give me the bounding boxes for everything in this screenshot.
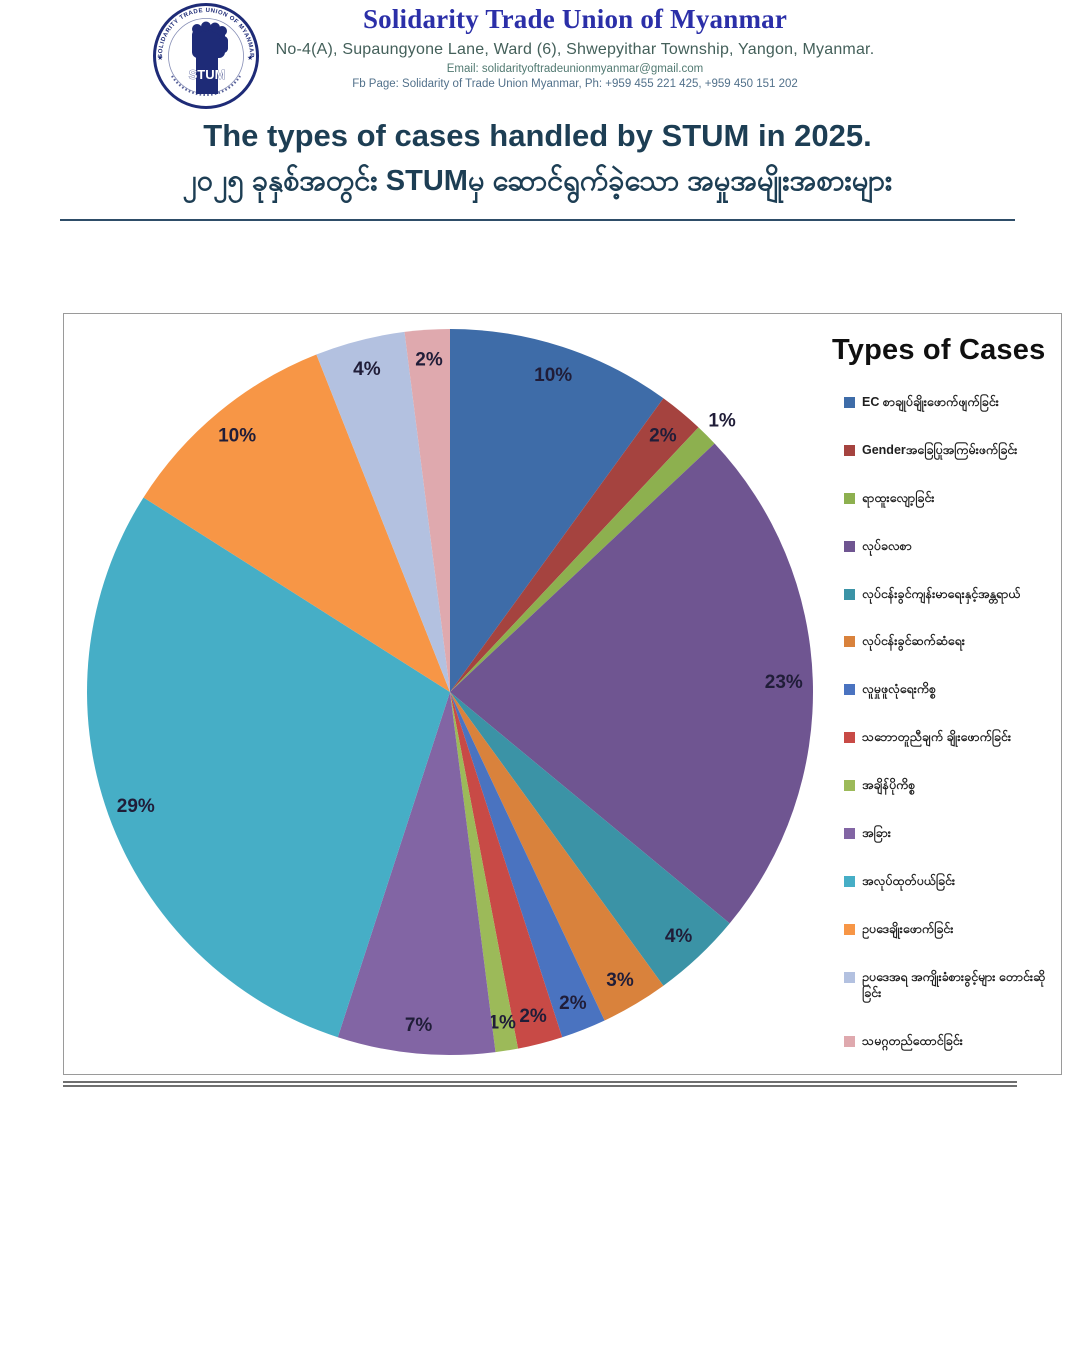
chart-box: 10% 2% 1% 23% 4% 3% 2% 2% 1% 7% 29% 10% 4% 2% Types o… xyxy=(63,313,1062,1075)
legend-item: သမဂ္ဂတည်ထောင်ခြင်း xyxy=(844,1033,1052,1050)
pie-data-label: 2% xyxy=(415,349,443,370)
legend-swatch xyxy=(844,397,855,408)
pie-data-label: 4% xyxy=(353,359,381,380)
pie-data-label: 2% xyxy=(559,993,587,1014)
legend-label: ဥပဒေချိုးဖောက်ခြင်း xyxy=(862,921,954,936)
legend-item: ဥပဒေချိုးဖောက်ခြင်း xyxy=(844,921,1052,938)
fist-icon xyxy=(192,21,228,94)
legend-label: အလုပ်ထုတ်ပယ်ခြင်း xyxy=(862,873,956,888)
legend-label: Genderအခြေပြုအကြမ်းဖက်ခြင်း xyxy=(862,442,1018,457)
legend-label: လုပ်ငန်းခွင်ဆက်ဆံရေး xyxy=(862,634,965,649)
legend-item: အလုပ်ထုတ်ပယ်ခြင်း xyxy=(844,873,1052,890)
pie-data-label: 10% xyxy=(534,365,572,386)
pie-slice xyxy=(450,692,664,1021)
legend-item: ရာထူးလျော့ခြင်း xyxy=(844,490,1052,507)
pie-slice xyxy=(450,692,605,1038)
pie-chart: 10%2%1%23%4%3%2%2%1%7%29%10%4% 2% xyxy=(87,329,814,1055)
pie-data-label: 10% xyxy=(218,425,256,446)
legend-label: ဥပဒေအရ အကျိုးခံစားခွင့်များ တောင်းဆိုခြင… xyxy=(862,969,1046,1001)
legend-label: EC စာချုပ်ချိုးဖောက်ဖျက်ခြင်း xyxy=(862,395,999,409)
pie-data-label: 7% xyxy=(405,1015,433,1036)
legend-item: Genderအခြေပြုအကြမ်းဖက်ခြင်း xyxy=(844,442,1052,459)
pie-slice xyxy=(337,692,496,1055)
stum-logo: SOLIDARITY TRADE UNION OF MYANMAR ★ ★ ST… xyxy=(153,3,259,109)
pie-data-label: 2% xyxy=(519,1006,547,1027)
legend-item: အခြား xyxy=(844,825,1052,842)
pie-slice xyxy=(450,427,715,692)
pie-data-label: 1% xyxy=(488,1012,516,1033)
legend-label: အခြား xyxy=(862,825,891,840)
legend-label: လုပ်ခလစာ xyxy=(862,538,912,553)
legend: EC စာချုပ်ချိုးဖောက်ဖျက်ခြင်း Genderအခြေပ… xyxy=(844,394,1052,1050)
legend-swatch xyxy=(844,971,855,983)
legend-swatch xyxy=(844,492,855,504)
legend-swatch xyxy=(844,732,855,744)
legend-item: သဘောတူညီချက် ချိုးဖောက်ခြင်း xyxy=(844,729,1052,746)
legend-swatch xyxy=(844,588,855,600)
legend-item: လုပ်ခလစာ xyxy=(844,538,1052,555)
title-block: The types of cases handled by STUM in 20… xyxy=(60,118,1015,221)
pie-data-label: 1% xyxy=(708,411,736,432)
pie-slice xyxy=(450,398,699,692)
org-email: Email: solidarityoftradeunionmyanmar@gma… xyxy=(446,63,704,76)
legend-swatch xyxy=(844,684,855,696)
pie-slice xyxy=(450,329,664,692)
legend-label: အချိန်ပိုကိစ္စ xyxy=(862,778,916,792)
logo-acronym: STUM xyxy=(189,67,226,82)
pie-slice xyxy=(450,692,563,1049)
legend-swatch xyxy=(844,875,855,887)
page-title-english: The types of cases handled by STUM in 20… xyxy=(203,118,872,153)
page-title-burmese: ၂၀၂၅ ခုနှစ်အတွင်း STUMမှ ဆောင်ရွက်ခဲ့သော… xyxy=(182,165,893,197)
legend-item: EC စာချုပ်ချိုးဖောက်ဖျက်ခြင်း xyxy=(844,394,1052,411)
legend-item: လုပ်ငန်းခွင်ဆက်ဆံရေး xyxy=(844,633,1052,650)
pie-slice xyxy=(87,497,451,1038)
logo-star-right-icon: ★ xyxy=(247,54,253,62)
legend-item: လူမှုဖူလုံရေးကိစ္စ xyxy=(844,681,1052,698)
bottom-double-rule xyxy=(63,1081,1017,1087)
legend-label: လုပ်ငန်းခွင်ကျန်းမာရေးနှင့်အန္တရာယ် xyxy=(862,586,1021,601)
legend-label: သဘောတူညီချက် ချိုးဖောက်ခြင်း xyxy=(862,730,1012,745)
legend-swatch xyxy=(844,636,855,648)
logo-star-left-icon: ★ xyxy=(157,54,163,62)
legend-swatch xyxy=(844,540,855,552)
org-name: Solidarity Trade Union of Myanmar xyxy=(362,4,788,34)
pie-data-label: 2% xyxy=(649,425,677,446)
pie-slice xyxy=(450,692,518,1053)
legend-item: ဥပဒေအရ အကျိုးခံစားခွင့်များ တောင်းဆိုခြင… xyxy=(844,969,1052,1003)
pie-data-label: 3% xyxy=(606,970,634,991)
legend-title: Types of Cases xyxy=(832,334,1046,366)
org-fb-page: Fb Page: Solidarity of Trade Union Myanm… xyxy=(352,78,798,91)
pie-data-label: 4% xyxy=(665,926,693,947)
legend-label: သမဂ္ဂတည်ထောင်ခြင်း xyxy=(862,1034,963,1049)
legend-swatch xyxy=(844,827,855,839)
legend-swatch xyxy=(844,780,855,791)
legend-item: အချိန်ပိုကိစ္စ xyxy=(844,777,1052,794)
pie-data-label: 23% xyxy=(765,672,803,693)
legend-label: လူမှုဖူလုံရေးကိစ္စ xyxy=(862,682,937,697)
org-address: No-4(A), Supaungyone Lane, Ward (6), Shw… xyxy=(275,41,875,59)
pie-slice xyxy=(143,354,450,692)
pie-slice xyxy=(404,329,450,692)
header-text: Solidarity Trade Union of Myanmar No-4(A… xyxy=(270,4,880,90)
legend-swatch xyxy=(844,1036,855,1048)
legend-item: လုပ်ငန်းခွင်ကျန်းမာရေးနှင့်အန္တရာယ် xyxy=(844,586,1052,603)
pie-slice xyxy=(316,331,450,692)
pie-slice xyxy=(450,443,814,924)
legend-swatch xyxy=(844,444,855,456)
legend-swatch xyxy=(844,923,855,935)
pie-slice xyxy=(450,692,730,986)
pie-data-label: 29% xyxy=(117,796,155,817)
legend-label: ရာထူးလျော့ခြင်း xyxy=(862,490,935,505)
